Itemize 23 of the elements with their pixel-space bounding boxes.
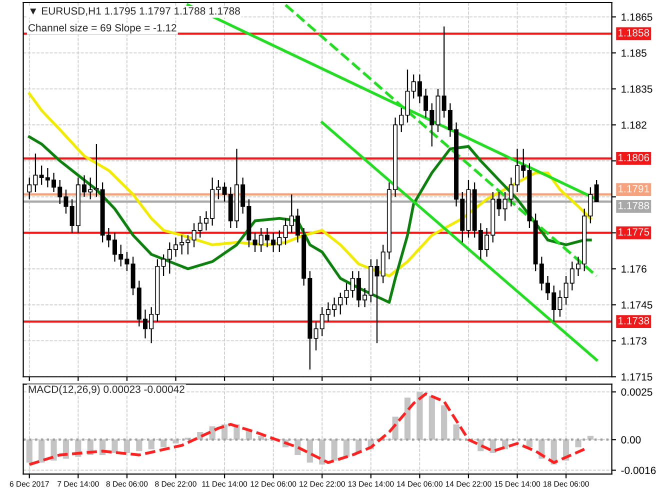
- y-tick-label: 1.176: [622, 265, 646, 273]
- y-tick-label: 1.173: [622, 337, 646, 345]
- y-tick-label: 1.185: [622, 49, 646, 57]
- ref-line-label: 1.1806: [618, 154, 650, 162]
- annotation: ▼ EURUSD,H1 1.1795 1.1797 1.1788 1.1788: [30, 7, 240, 16]
- line-series: [28, 135, 592, 304]
- y-tick-label: 1.1715: [622, 373, 652, 381]
- annotation: MACD(12,26,9) 0.00023 -0.00042: [28, 385, 184, 396]
- y-tick-label: -0.0016: [621, 466, 656, 474]
- candlestick: [594, 179, 599, 202]
- y-tick-label: 0.0025: [621, 388, 652, 396]
- ref-line-label: 1.1791: [618, 184, 650, 192]
- ref-line-label: 1.1775: [618, 228, 650, 236]
- y-tick-label: 1.1835: [622, 85, 652, 93]
- ref-line-label: 1.1788: [618, 202, 650, 210]
- ref-line-label: 1.1858: [618, 29, 650, 36]
- y-tick-label: 1.1745: [622, 301, 652, 309]
- y-tick-label: 1.1865: [622, 13, 652, 21]
- annotation: Channel size = 69 Slope = -1.12: [28, 24, 176, 34]
- y-tick-label: 0.00: [621, 436, 641, 444]
- candlestick: [374, 258, 380, 344]
- ref-line-label: 1.1738: [618, 316, 650, 324]
- y-tick-label: 1.182: [622, 121, 646, 129]
